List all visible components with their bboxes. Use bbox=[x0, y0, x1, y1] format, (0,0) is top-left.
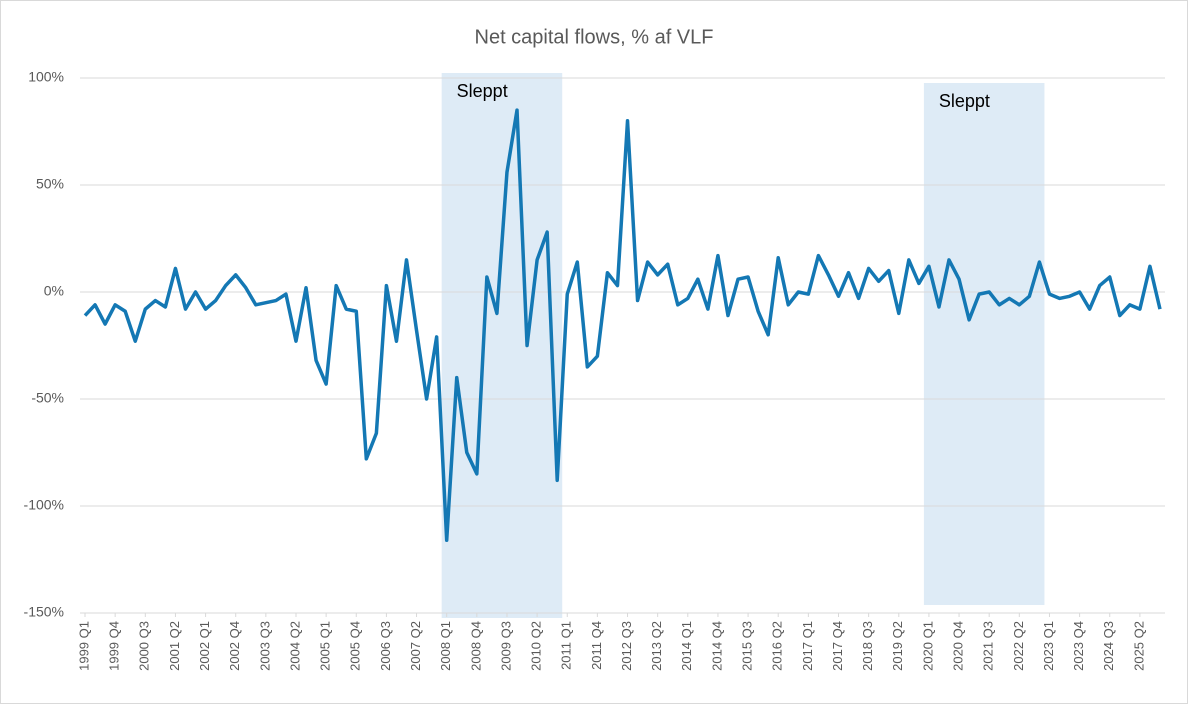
x-tick-label: 2005 Q1 bbox=[318, 621, 333, 671]
region-label: Sleppt bbox=[939, 91, 990, 111]
y-tick-label: 50% bbox=[36, 176, 64, 192]
x-tick-label: 2003 Q3 bbox=[257, 621, 272, 671]
x-tick-label: 2011 Q1 bbox=[559, 621, 574, 670]
x-tick-label: 2017 Q4 bbox=[830, 621, 845, 671]
x-tick-label: 2023 Q4 bbox=[1071, 621, 1086, 671]
x-tick-label: 2008 Q1 bbox=[438, 621, 453, 671]
x-tick-label: 1999 Q4 bbox=[107, 621, 122, 671]
x-tick-label: 2001 Q2 bbox=[167, 621, 182, 671]
x-tick-label: 2020 Q4 bbox=[950, 621, 965, 671]
x-tick-label: 2022 Q2 bbox=[1011, 621, 1026, 671]
x-tick-label: 2012 Q3 bbox=[619, 621, 634, 671]
x-tick-label: 2006 Q3 bbox=[378, 621, 393, 671]
x-tick-label: 2008 Q4 bbox=[468, 621, 483, 671]
x-tick-label: 1999 Q1 bbox=[76, 621, 91, 671]
x-tick-label: 2014 Q1 bbox=[679, 621, 694, 671]
y-tick-label: -150% bbox=[24, 604, 64, 620]
line-series bbox=[83, 108, 1162, 542]
x-tick-label: 2005 Q4 bbox=[348, 621, 363, 671]
y-tick-label: -100% bbox=[24, 497, 64, 513]
x-tick-label: 2020 Q1 bbox=[920, 621, 935, 671]
x-tick-label: 2017 Q1 bbox=[800, 621, 815, 671]
x-tick-label: 2009 Q3 bbox=[498, 621, 513, 671]
chart-title: Net capital flows, % af VLF bbox=[475, 26, 714, 48]
x-tick-label: 2002 Q1 bbox=[197, 621, 212, 671]
x-tick-label: 2018 Q3 bbox=[860, 621, 875, 671]
region-label: Sleppt bbox=[457, 81, 508, 101]
y-tick-label: 100% bbox=[28, 69, 64, 85]
x-tick-label: 2002 Q4 bbox=[227, 621, 242, 671]
x-tick-label: 2016 Q2 bbox=[770, 621, 785, 671]
shaded-region bbox=[441, 73, 563, 618]
shaded-region bbox=[923, 83, 1045, 605]
x-tick-label: 2000 Q3 bbox=[137, 621, 152, 671]
x-tick-label: 2025 Q2 bbox=[1131, 621, 1146, 671]
x-tick-label: 2024 Q3 bbox=[1101, 621, 1116, 671]
x-tick-label: 2007 Q2 bbox=[408, 621, 423, 671]
x-tick-label: 2021 Q3 bbox=[981, 621, 996, 671]
x-tick-label: 2023 Q1 bbox=[1041, 621, 1056, 671]
x-tick-label: 2010 Q2 bbox=[529, 621, 544, 671]
x-tick-label: 2004 Q2 bbox=[287, 621, 302, 671]
y-tick-label: -50% bbox=[31, 390, 64, 406]
x-tick-label: 2013 Q2 bbox=[649, 621, 664, 671]
x-tick-label: 2019 Q2 bbox=[890, 621, 905, 671]
y-tick-label: 0% bbox=[44, 283, 64, 299]
x-tick-label: 2015 Q3 bbox=[740, 621, 755, 671]
x-tick-label: 2011 Q4 bbox=[589, 621, 604, 670]
x-tick-label: 2014 Q4 bbox=[709, 621, 724, 671]
